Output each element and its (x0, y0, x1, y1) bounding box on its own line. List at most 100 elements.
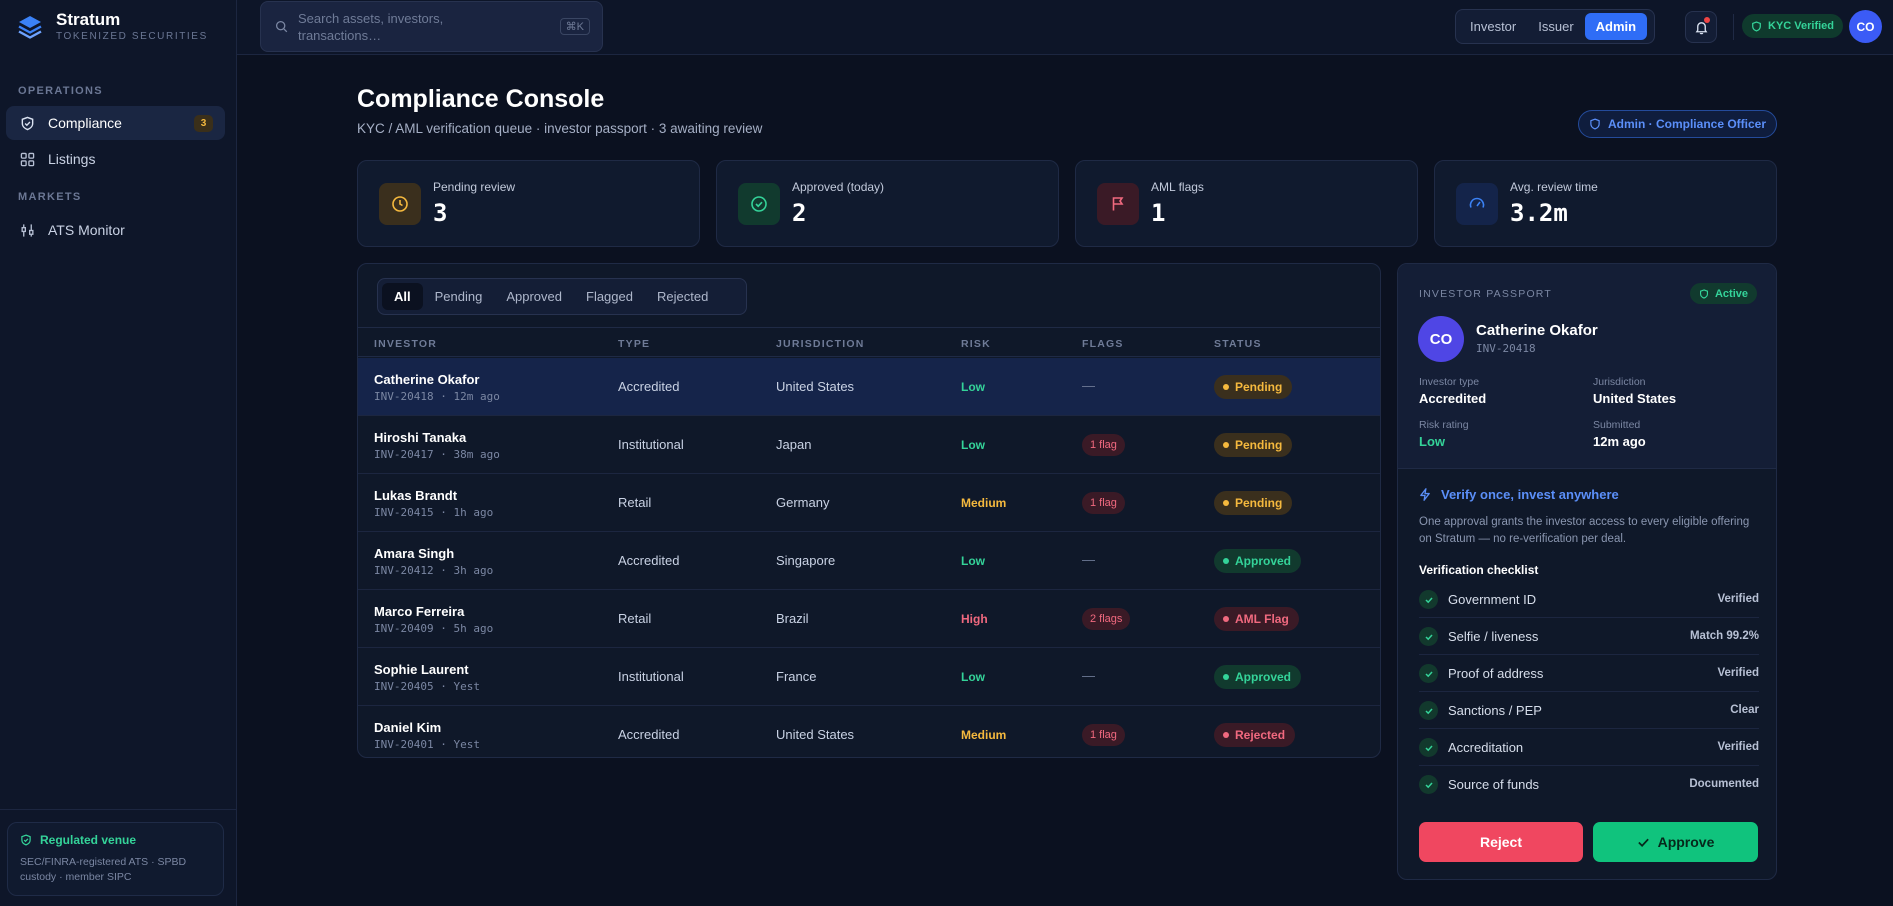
nav-section-markets: MARKETS (18, 191, 82, 203)
tab-approved[interactable]: Approved (506, 289, 562, 304)
sidebar-item-label: ATS Monitor (48, 222, 125, 238)
sidebar-item-compliance[interactable]: Compliance 3 (6, 106, 225, 140)
investor-jurisdiction: Japan (776, 437, 812, 452)
checklist-item-government-id: Government ID Verified (1419, 581, 1759, 618)
check-icon (1419, 775, 1438, 794)
reject-button[interactable]: Reject (1419, 822, 1583, 862)
checklist-label: Source of funds (1448, 777, 1540, 792)
stratum-logo-icon (18, 16, 42, 39)
column-header-flags[interactable]: FLAGS (1082, 338, 1124, 350)
regulated-venue-card: Regulated venue SEC/FINRA-registered ATS… (7, 822, 224, 896)
stat-value: 3.2m (1510, 199, 1568, 227)
stat-label: AML flags (1151, 180, 1204, 194)
risk-label: Medium (961, 496, 1007, 510)
investor-jurisdiction: Brazil (776, 611, 809, 626)
field-label-risk-rating: Risk rating (1419, 419, 1469, 431)
flag-count-badge: 1 flag (1082, 434, 1125, 456)
search-shortcut-hint: ⌘K (559, 18, 590, 35)
status-label: Approved (1235, 670, 1292, 684)
checklist-label: Sanctions / PEP (1448, 703, 1542, 718)
investor-meta: INV-20405 · Yest (374, 680, 480, 693)
checklist-value: Match 99.2% (1689, 630, 1759, 642)
investor-meta: INV-20412 · 3h ago (374, 564, 494, 577)
kyc-status-label: KYC Verified (1768, 20, 1835, 32)
status-badge: Approved (1214, 549, 1302, 573)
investor-type: Institutional (618, 437, 684, 452)
flags-empty: — (1082, 552, 1095, 567)
check-icon (1419, 738, 1438, 757)
passport-header: INVESTOR PASSPORT Active CO Catherine Ok… (1398, 264, 1776, 469)
flag-icon (1097, 183, 1139, 225)
status-label: Pending (1235, 438, 1283, 452)
investor-jurisdiction: United States (776, 727, 855, 742)
verify-once-title: Verify once, invest anywhere (1441, 487, 1619, 502)
venue-title-text: Regulated venue (40, 833, 137, 847)
filter-tabs: All Pending Approved Flagged Rejected (377, 278, 747, 315)
bell-icon (1695, 21, 1707, 34)
checklist-title: Verification checklist (1419, 563, 1539, 577)
sidebar-item-listings[interactable]: Listings (6, 142, 225, 176)
risk-label: Low (961, 670, 985, 684)
table-row[interactable]: Amara Singh INV-20412 · 3h ago Accredite… (358, 532, 1380, 590)
tab-all[interactable]: All (382, 283, 423, 310)
status-badge: Pending (1214, 433, 1293, 457)
sidebar-item-ats-monitor[interactable]: ATS Monitor (6, 213, 225, 247)
venue-title: Regulated venue (20, 833, 211, 847)
role-admin-button[interactable]: Admin (1584, 13, 1648, 40)
check-icon (1419, 627, 1438, 646)
stat-card-aml-flags: AML flags 1 (1075, 160, 1418, 247)
field-label-submitted: Submitted (1593, 419, 1641, 431)
stat-value: 2 (792, 199, 807, 227)
column-header-risk[interactable]: RISK (961, 338, 991, 350)
verify-once-description: One approval grants the investor access … (1419, 516, 1750, 545)
status-label: Pending (1235, 380, 1283, 394)
shield-icon (21, 834, 31, 846)
brand[interactable]: Stratum TOKENIZED SECURITIES (16, 10, 208, 44)
venue-description: SEC/FINRA-registered ATS · SPBD custody … (20, 856, 187, 883)
table-row[interactable]: Hiroshi Tanaka INV-20417 · 38m ago Insti… (358, 416, 1380, 474)
sidebar: Stratum TOKENIZED SECURITIES OPERATIONS … (0, 0, 237, 906)
field-label-jurisdiction: Jurisdiction (1593, 376, 1646, 388)
table-row[interactable]: Marco Ferreira INV-20409 · 5h ago Retail… (358, 590, 1380, 648)
investor-type: Accredited (618, 379, 680, 394)
search-input[interactable]: Search assets, investors, transactions… … (260, 1, 603, 52)
notifications-button[interactable] (1685, 11, 1717, 43)
table-row[interactable]: Catherine Okafor INV-20418 · 12m ago Acc… (358, 358, 1380, 416)
field-value-risk-rating: Low (1419, 434, 1445, 449)
nav-section-operations: OPERATIONS (18, 85, 103, 97)
checklist-label: Accreditation (1448, 740, 1524, 755)
status-label: Rejected (1235, 728, 1286, 742)
table-row[interactable]: Lukas Brandt INV-20415 · 1h ago Retail G… (358, 474, 1380, 532)
checklist-item-sanctions: Sanctions / PEP Clear (1419, 692, 1759, 729)
flag-count-badge: 1 flag (1082, 492, 1125, 514)
check-circle-icon (738, 183, 780, 225)
role-issuer-button[interactable]: Issuer (1538, 19, 1574, 34)
role-investor-button[interactable]: Investor (1470, 19, 1517, 34)
tab-rejected[interactable]: Rejected (656, 289, 709, 304)
approve-button[interactable]: Approve (1593, 822, 1758, 862)
investor-passport-panel: INVESTOR PASSPORT Active CO Catherine Ok… (1397, 263, 1777, 880)
sidebar-item-label: Listings (48, 151, 96, 167)
checklist-value: Verified (1717, 741, 1759, 753)
table-row[interactable]: Daniel Kim INV-20401 · Yest Accredited U… (358, 706, 1380, 757)
investor-name: Hiroshi Tanaka (374, 430, 467, 445)
tab-pending[interactable]: Pending (434, 289, 483, 304)
column-header-status[interactable]: STATUS (1214, 338, 1262, 350)
column-header-jurisdiction[interactable]: JURISDICTION (776, 338, 865, 350)
check-icon (1419, 664, 1438, 683)
sidebar-item-label: Compliance (48, 115, 122, 131)
checklist-item-source-of-funds: Source of funds Documented (1419, 766, 1759, 803)
investor-type: Retail (618, 495, 652, 510)
passport-label: INVESTOR PASSPORT (1419, 288, 1553, 300)
tab-flagged[interactable]: Flagged (586, 289, 633, 304)
column-header-type[interactable]: TYPE (618, 338, 651, 350)
clock-icon (379, 183, 421, 225)
stat-value: 1 (1151, 199, 1166, 227)
user-avatar[interactable]: CO (1849, 10, 1882, 43)
table-row[interactable]: Sophie Laurent INV-20405 · Yest Institut… (358, 648, 1380, 706)
checklist-label: Selfie / liveness (1448, 629, 1539, 644)
investor-name: Catherine Okafor (374, 372, 480, 387)
column-header-investor[interactable]: INVESTOR (374, 338, 438, 350)
investor-type: Accredited (618, 553, 680, 568)
investor-jurisdiction: Singapore (776, 553, 836, 568)
